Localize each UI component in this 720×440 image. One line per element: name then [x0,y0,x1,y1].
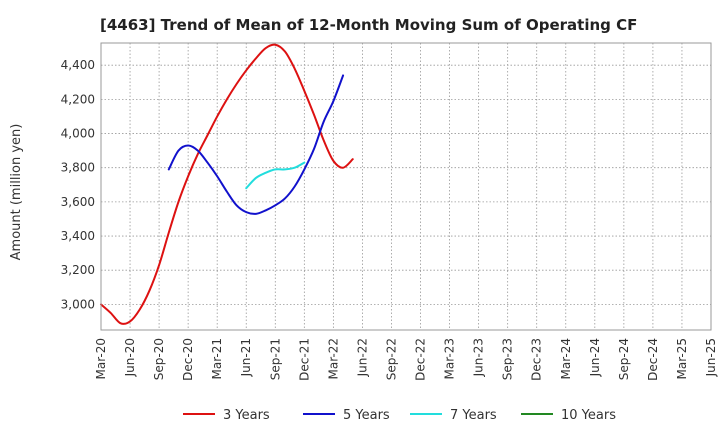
x-tick-label: Jun-20 [123,338,137,377]
x-tick-label: Jun-22 [355,338,369,377]
y-tick-label: 4,400 [61,58,95,72]
y-tick-label: 4,200 [61,92,95,106]
x-tick-label: Mar-22 [326,338,340,379]
plot-area-frame [100,42,712,331]
legend-item-5-years: 5 Years [303,408,390,423]
y-tick-label: 3,000 [61,297,95,311]
x-tick-label: Dec-21 [297,338,311,381]
x-tick-label: Jun-23 [472,338,486,377]
x-tick-label: Mar-25 [675,338,689,379]
legend-item-7-years: 7 Years [410,408,497,423]
grid-layer [101,43,711,330]
x-tick-label: Sep-23 [501,338,515,380]
series-line-5-years [167,74,345,215]
x-tick-label: Jun-24 [588,338,602,377]
legend-item-3-years: 3 Years [183,408,270,423]
series-line-3-years [100,43,354,325]
legend-label: 5 Years [343,408,390,423]
y-axis-label: Amount (million yen) [9,124,24,261]
y-tick-label: 4,000 [61,127,95,141]
x-tick-label: Sep-22 [384,338,398,380]
legend: 3 Years 5 Years 7 Years 10 Years [183,408,616,423]
legend-label: 10 Years [561,408,616,423]
x-tick-label: Sep-21 [268,338,282,380]
x-tick-label: Dec-20 [181,338,195,381]
x-tick-label: Mar-20 [94,338,108,379]
series-layer [100,43,354,325]
x-tick-label: Jun-25 [704,338,718,377]
y-tick-label: 3,800 [61,161,95,175]
x-tick-label: Mar-23 [443,338,457,379]
x-tick-label: Sep-20 [152,338,166,380]
y-tick-label: 3,600 [61,195,95,209]
x-tick-label: Mar-21 [210,338,224,379]
chart-title: [4463] Trend of Mean of 12-Month Moving … [100,16,637,34]
x-tick-label: Dec-24 [646,338,660,381]
x-tick-label: Sep-24 [617,338,631,380]
x-tick-labels: Mar-20 Jun-20 Sep-20 Dec-20 Mar-21 Jun-21 Sep-… [94,338,718,381]
legend-item-10-years: 10 Years [521,408,616,423]
legend-label: 3 Years [223,408,270,423]
y-tick-label: 3,400 [61,229,95,243]
x-tick-label: Dec-22 [414,338,428,381]
y-tick-labels: 3,000 3,200 3,400 3,600 3,800 4,000 4,200 4,400 [61,58,95,311]
series-line-7-years [245,161,306,190]
x-tick-label: Dec-23 [530,338,544,381]
x-tick-label: Mar-24 [559,338,573,379]
legend-label: 7 Years [450,408,497,423]
y-tick-label: 3,200 [61,263,95,277]
x-tick-label: Jun-21 [239,338,253,377]
